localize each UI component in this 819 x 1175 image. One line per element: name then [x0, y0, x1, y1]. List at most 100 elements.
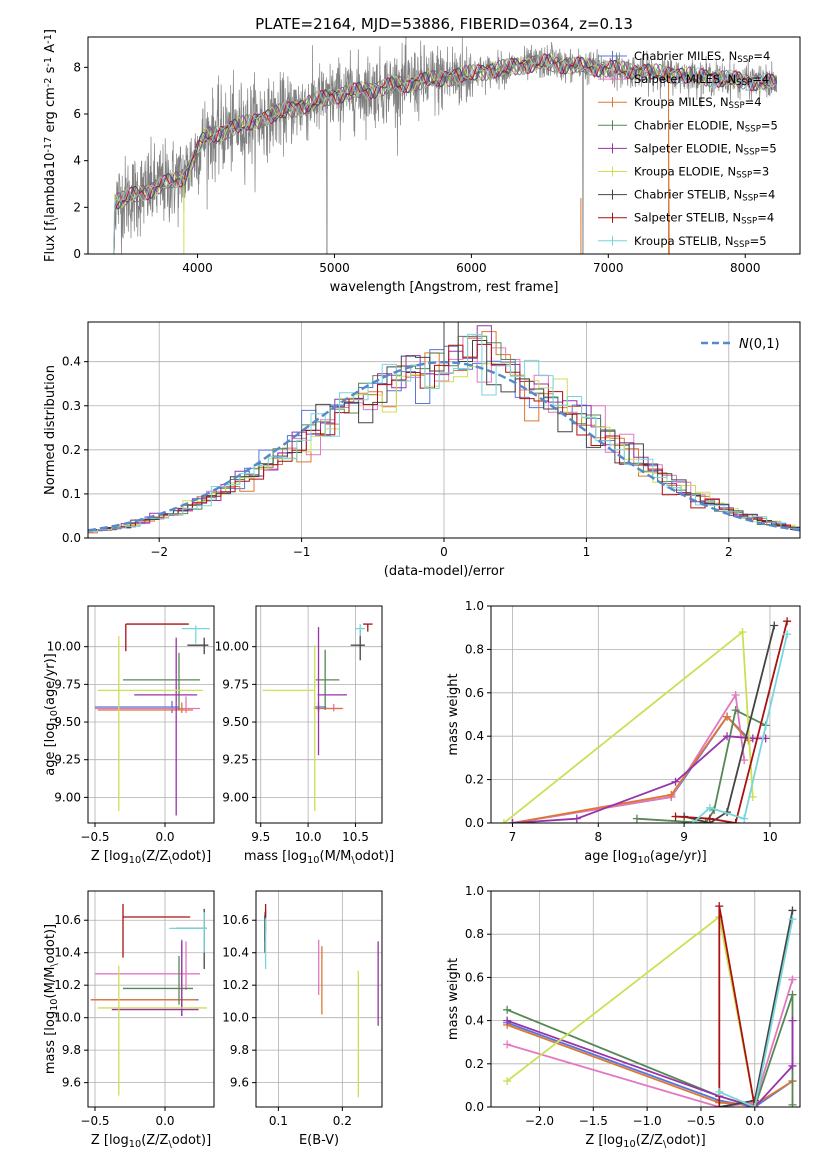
x-tick-label: 9.5: [251, 830, 270, 844]
weight-vs-Z-ylabel: mass weight: [446, 958, 461, 1040]
age-vs-Z-frame: [87, 605, 215, 824]
mass-weight-marker: [783, 617, 792, 626]
legend-entry: Salpeter STELIB, NSSP=4: [634, 211, 774, 227]
x-tick-label: 4000: [182, 261, 213, 275]
mass-weight-marker: [632, 814, 641, 823]
x-tick-label: −1.5: [579, 1114, 608, 1128]
weight-vs-age-xlabel: age [log10(age/yr)]: [584, 849, 707, 866]
y-tick-label: 10.4: [222, 946, 249, 960]
spectrum-chart: 4000 5000 6000 7000 8000 0 2 4 6 8 wavelength [Ang…: [43, 15, 801, 295]
mass-vs-Z-frame: [87, 890, 215, 1108]
residuals-chart: −2 −1 0 1 2 0.0 0.1 0.2 0.3 0.4 (data-model)/error…: [43, 321, 801, 579]
model-spectrum-line: [113, 52, 777, 254]
error-bar-point: [355, 624, 365, 637]
y-tick-label: 9.6: [230, 1076, 249, 1090]
mass-weight-marker: [788, 1100, 797, 1107]
weight-vs-Z-chart: −2.0 −1.5 −1.0 −0.5 0.0 0.0 0.2 0.4 0.6 0.8 1.0 Z […: [446, 884, 801, 1150]
age-vs-Z-xlabel: Z [log10(Z/Z\odot)]: [91, 849, 211, 866]
mass-vs-EBV-chart: 0.1 0.2 9.6 9.8 10.0 10.2 10.4 10.6 E(B-V): [222, 890, 383, 1148]
weight-vs-Z-frame: [490, 890, 801, 1108]
age-vs-mass-chart: 9.5 10.0 10.5 9.00 9.25 9.50 9.75 10.00 mass [lo…: [215, 605, 394, 866]
mass-weight-line: [512, 715, 750, 823]
error-bar-point: [134, 637, 198, 816]
mass-weight-marker: [788, 990, 797, 999]
mass-weight-marker: [499, 819, 508, 823]
x-tick-label: −0.5: [686, 1114, 715, 1128]
x-tick-label: 5000: [319, 261, 350, 275]
mass-weight-marker: [740, 814, 749, 823]
y-tick-label: 0.8: [465, 927, 484, 941]
x-tick-label: −1: [293, 545, 311, 559]
x-tick-label: −2.0: [525, 1114, 554, 1128]
age-vs-mass-frame: [255, 605, 383, 824]
y-tick-label: 0.2: [465, 773, 484, 787]
error-bar-point: [122, 903, 191, 958]
mass-weight-marker: [705, 814, 714, 823]
y-tick-label: 9.50: [222, 715, 249, 729]
mass-weight-marker: [788, 1016, 797, 1025]
y-tick-label: 6: [73, 107, 81, 121]
y-tick-label: 0.4: [62, 355, 81, 369]
mass-weight-marker: [715, 902, 724, 911]
y-tick-label: 9.50: [54, 715, 81, 729]
error-bar-point: [95, 941, 200, 991]
error-bar-point: [363, 623, 373, 632]
model-spectrum-line: [113, 55, 777, 254]
mass-vs-EBV-xlabel: E(B-V): [299, 1133, 339, 1148]
y-tick-label: 0.3: [62, 399, 81, 413]
y-tick-label: 8: [73, 60, 81, 74]
mass-weight-marker: [731, 690, 740, 699]
mass-weight-marker: [731, 706, 740, 715]
weight-vs-age-ylabel: mass weight: [446, 673, 461, 755]
y-tick-label: 9.25: [222, 753, 249, 767]
x-tick-label: 8: [594, 830, 602, 844]
error-bar-point: [95, 700, 179, 713]
residual-histogram: [88, 343, 800, 532]
mass-weight-marker: [740, 756, 749, 765]
y-tick-label: 10.0: [54, 1011, 81, 1025]
weight-vs-Z-plot-area: [491, 891, 800, 1107]
error-bar-point: [181, 625, 210, 644]
x-tick-label: 8000: [730, 261, 761, 275]
x-tick-label: −2: [150, 545, 168, 559]
mass-weight-marker: [788, 1061, 797, 1070]
x-tick-label: 7000: [593, 261, 624, 275]
x-tick-label: 10.5: [342, 830, 369, 844]
mass-weight-line: [506, 979, 794, 1107]
residuals-xlabel: (data-model)/error: [384, 564, 505, 579]
weight-vs-age-plot-area: [491, 606, 800, 823]
y-tick-label: 10.6: [222, 913, 249, 927]
mass-vs-EBV-plot-area: [256, 891, 382, 1107]
error-bar-point: [97, 965, 207, 1096]
mass-weight-marker: [503, 1016, 512, 1025]
mass-weight-marker: [783, 630, 792, 639]
normal-reference-curve: [88, 360, 800, 532]
mass-weight-line: [675, 620, 788, 823]
x-tick-label: 9: [680, 830, 688, 844]
x-tick-label: 2: [725, 545, 733, 559]
error-bar-point: [315, 649, 340, 710]
y-tick-label: 0.6: [465, 970, 484, 984]
y-tick-label: 1.0: [465, 884, 484, 898]
chart-title: PLATE=2164, MJD=53886, FIBERID=0364, z=0…: [255, 15, 633, 33]
y-tick-label: 9.8: [230, 1043, 249, 1057]
error-bar-point: [125, 623, 189, 652]
error-bar-point: [262, 645, 316, 811]
age-vs-mass-xlabel: mass [log10(M/M\odot)]: [244, 849, 394, 866]
y-tick-label: 9.75: [54, 677, 81, 691]
y-tick-label: 10.2: [222, 978, 249, 992]
x-tick-label: −0.5: [80, 1114, 109, 1128]
mass-weight-marker: [715, 1087, 724, 1096]
x-tick-label: −1.0: [633, 1114, 662, 1128]
y-tick-label: 9.00: [222, 790, 249, 804]
model-spectrum-line: [113, 52, 777, 254]
legend-entry: Kroupa ELODIE, NSSP=3: [634, 165, 769, 181]
x-tick-label: −0.5: [80, 830, 109, 844]
x-tick-label: 0: [440, 545, 448, 559]
mass-vs-EBV-frame: [255, 890, 383, 1108]
mass-weight-marker: [508, 819, 517, 823]
y-tick-label: 10.4: [54, 946, 81, 960]
weight-vs-Z-marks: [503, 902, 797, 1107]
mass-weight-marker: [738, 628, 747, 637]
mass-vs-Z-marks: [90, 903, 207, 1096]
